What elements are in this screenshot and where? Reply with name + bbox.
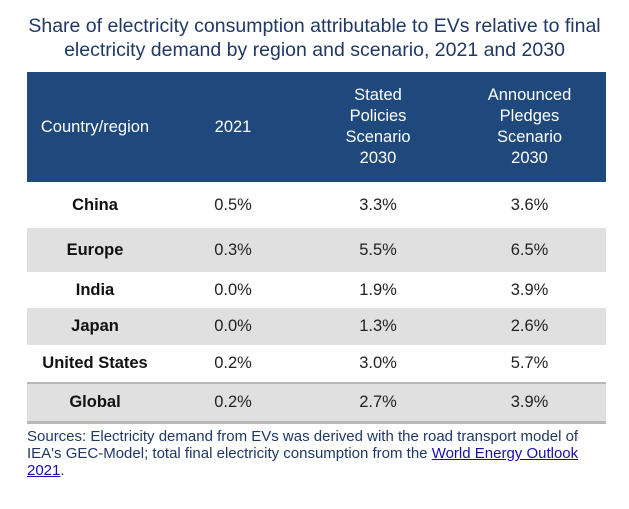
value-steps-2030: 1.9%: [303, 272, 453, 308]
table-row: Japan 0.0% 1.3% 2.6%: [27, 308, 606, 345]
value-2021: 0.5%: [163, 182, 303, 228]
value-2021: 0.2%: [163, 382, 303, 424]
region-cell: Japan: [27, 308, 163, 345]
weo-2021-link[interactable]: World Energy Outlook 2021: [27, 445, 579, 479]
value-aps-2030: 6.5%: [453, 228, 606, 272]
region-cell: India: [27, 272, 163, 308]
value-2021: 0.0%: [163, 308, 303, 345]
header-country-region: Country/region: [27, 72, 163, 182]
value-2021: 0.3%: [163, 228, 303, 272]
table-row: India 0.0% 1.9% 3.9%: [27, 272, 606, 308]
value-2021: 0.0%: [163, 272, 303, 308]
header-row: Country/region 2021 Stated Policies Scen…: [27, 72, 606, 182]
value-steps-2030: 5.5%: [303, 228, 453, 272]
ev-share-table: Country/region 2021 Stated Policies Scen…: [27, 72, 606, 424]
value-2021: 0.2%: [163, 345, 303, 383]
value-steps-2030: 3.3%: [303, 182, 453, 228]
table-row: China 0.5% 3.3% 3.6%: [27, 182, 606, 228]
header-stated-policies: Stated Policies Scenario 2030: [303, 72, 453, 182]
header-announced-pledges: Announced Pledges Scenario 2030: [453, 72, 606, 182]
sources-end: .: [60, 462, 65, 479]
title-line-2: electricity demand by region and scenari…: [64, 39, 565, 61]
value-steps-2030: 3.0%: [303, 345, 453, 383]
table-row-global: Global 0.2% 2.7% 3.9%: [27, 382, 606, 424]
value-steps-2030: 2.7%: [303, 382, 453, 424]
value-aps-2030: 3.9%: [453, 272, 606, 308]
title-line-1: Share of electricity consumption attribu…: [28, 15, 601, 37]
value-aps-2030: 5.7%: [453, 345, 606, 383]
sources-text: Sources: Electricity demand from EVs was…: [27, 428, 579, 462]
table-row: United States 0.2% 3.0% 5.7%: [27, 345, 606, 383]
sources-note: Sources: Electricity demand from EVs was…: [27, 428, 597, 479]
value-aps-2030: 2.6%: [453, 308, 606, 345]
table-row: Europe 0.3% 5.5% 6.5%: [27, 228, 606, 272]
region-cell: United States: [27, 345, 163, 383]
value-aps-2030: 3.9%: [453, 382, 606, 424]
value-steps-2030: 1.3%: [303, 308, 453, 345]
region-cell: Europe: [27, 228, 163, 272]
value-aps-2030: 3.6%: [453, 182, 606, 228]
table-title: Share of electricity consumption attribu…: [0, 14, 629, 62]
header-2021: 2021: [163, 72, 303, 182]
region-cell: Global: [27, 382, 163, 424]
region-cell: China: [27, 182, 163, 228]
